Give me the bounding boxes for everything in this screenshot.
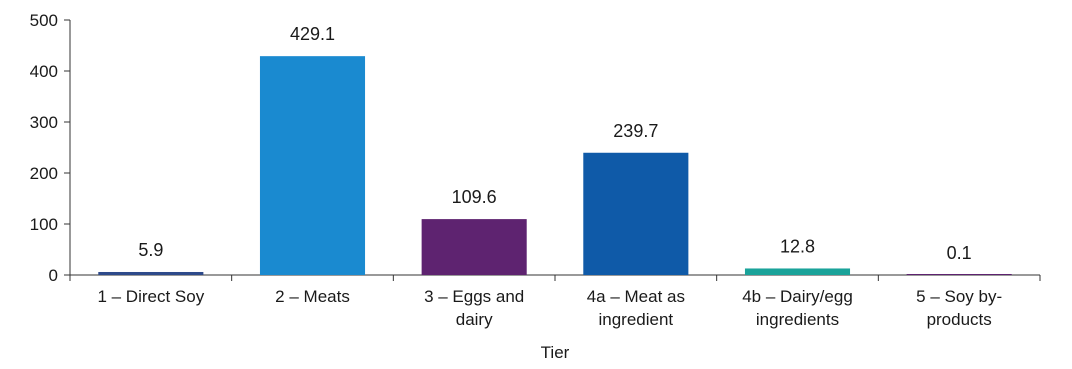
data-labels: 5.9 429.1 109.6 239.7 12.8 0.1 [138,24,971,263]
bar [259,56,366,276]
x-tick-label: 1 – Direct Soy [97,287,204,306]
bars [98,56,1012,276]
y-axis: 0 100 200 300 400 500 [30,11,71,285]
data-label: 109.6 [452,187,497,207]
y-tick-label: 100 [30,215,58,234]
x-axis [69,274,1041,281]
y-tick-label: 500 [30,11,58,30]
bar [421,219,527,275]
bar [906,274,1012,275]
data-label: 0.1 [947,243,972,263]
x-tick-label: 2 – Meats [275,287,350,306]
category-labels: 1 – Direct Soy 2 – Meats 3 – Eggs and dairy… [97,287,1002,329]
x-tick-label: 5 – Soy by-products [916,287,1002,329]
x-axis-title: Tier [541,343,570,362]
y-tick-label: 400 [30,62,58,81]
bar [744,268,851,275]
data-label: 5.9 [138,240,163,260]
y-tick-label: 200 [30,164,58,183]
x-tick-label: 4a – Meat as ingredient [587,287,685,329]
bar [583,152,689,275]
x-tick-label: 3 – Eggs and dairy [424,287,524,329]
x-tick-label: 4b – Dairy/egg ingredients [742,287,853,329]
data-label: 429.1 [290,24,335,44]
y-tick-label: 300 [30,113,58,132]
data-label: 239.7 [613,121,658,141]
y-tick-label: 0 [49,266,58,285]
data-label: 12.8 [780,236,815,256]
bar [98,271,204,275]
